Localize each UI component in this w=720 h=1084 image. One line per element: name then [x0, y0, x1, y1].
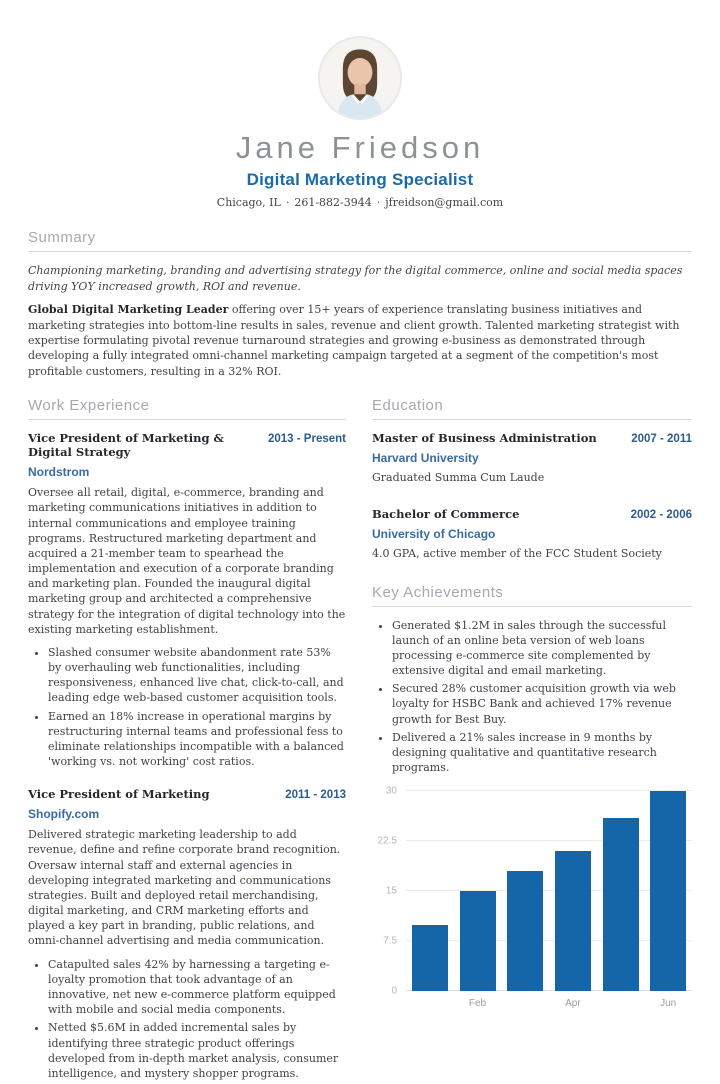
chart-x-tick-label: Feb [468, 998, 487, 1010]
chart-bars [406, 791, 692, 992]
chart-bar-slot [454, 791, 502, 992]
resume-page: Jane Friedson Digital Marketing Speciali… [0, 36, 720, 1084]
education-entry-head: Master of Business Administration 2007 -… [372, 431, 692, 445]
chart-bar [602, 817, 639, 992]
bullet-item: Generated $1.2M in sales through the suc… [392, 618, 692, 679]
avatar-illustration [320, 38, 400, 118]
chart-body: 0 7.5 15 22.5 30 [372, 786, 692, 997]
education-dates: 2002 - 2006 [630, 509, 692, 522]
chart-bar-slot [597, 791, 645, 992]
chart-gridline [406, 890, 692, 892]
chart-bar-slot [644, 791, 692, 992]
resume-header: Jane Friedson Digital Marketing Speciali… [28, 36, 692, 209]
bullet-item: Netted $5.6M in added incremental sales … [48, 1020, 346, 1081]
education-entry-head: Bachelor of Commerce 2002 - 2006 [372, 507, 692, 521]
person-name: Jane Friedson [235, 130, 485, 165]
summary-lead-bold: Global Digital Marketing Leader [28, 303, 229, 317]
chart-x-tick-label: Apr [565, 998, 581, 1010]
chart-x-tick-label [406, 998, 454, 1009]
achievements-bullet-list: Generated $1.2M in sales through the suc… [372, 618, 692, 776]
key-achievements-heading: Key Achievements [372, 584, 692, 607]
degree-title: Bachelor of Commerce [372, 507, 520, 522]
chart-y-tick-label: 0 [391, 985, 397, 997]
chart-bar [650, 791, 687, 992]
contact-separator: · [285, 196, 290, 209]
company-name: Shopify.com [28, 807, 100, 822]
profile-photo [318, 36, 402, 120]
work-experience-section: Work Experience Vice President of Market… [28, 397, 346, 1084]
chart-plot [406, 790, 692, 992]
chart-bar [507, 871, 544, 992]
chart-bar [411, 924, 448, 992]
chart-bar-slot [501, 791, 549, 992]
company-name: Nordstrom [28, 465, 90, 480]
contact-email: jfreidson@gmail.com [385, 196, 504, 209]
summary-tagline: Championing marketing, branding and adve… [28, 264, 683, 293]
two-column-body: Work Experience Vice President of Market… [28, 397, 692, 1084]
education-section: Education Master of Business Administrat… [372, 397, 692, 561]
work-experience-heading: Work Experience [28, 397, 346, 421]
chart-x-tick-label: Jun [660, 998, 677, 1010]
bullet-item: Slashed consumer website abandonment rat… [48, 645, 346, 706]
education-note: Graduated Summa Cum Laude [372, 471, 545, 485]
person-title: Digital Marketing Specialist [246, 170, 474, 189]
chart-y-tick-label: 15 [385, 885, 397, 897]
summary-section: Summary Championing marketing, branding … [28, 229, 692, 379]
chart-x-axis: Feb Apr Jun [406, 998, 692, 1009]
contact-location: Chicago, IL [216, 196, 281, 209]
degree-title: Master of Business Administration [372, 431, 597, 446]
education-entry: Bachelor of Commerce 2002 - 2006 Univers… [372, 507, 692, 561]
bullet-item: Delivered a 21% sales increase in 9 mont… [392, 730, 692, 776]
job-dates: 2013 - Present [268, 433, 346, 446]
chart-gridline [406, 790, 692, 792]
contact-separator: · [376, 196, 381, 209]
bullet-item: Secured 28% customer acquisition growth … [392, 681, 692, 727]
job-entry: Vice President of Marketing & Digital St… [28, 431, 346, 769]
job-title: Vice President of Marketing & Digital St… [28, 431, 224, 460]
growth-bar-chart: 0 7.5 15 22.5 30 Feb Apr Jun [372, 786, 692, 1009]
summary-heading: Summary [28, 229, 692, 252]
job-description: Delivered strategic marketing leadership… [28, 828, 341, 948]
chart-bar [554, 851, 591, 992]
chart-y-tick-label: 30 [385, 785, 397, 797]
job-title: Vice President of Marketing [28, 787, 210, 802]
chart-y-axis: 0 7.5 15 22.5 30 [372, 786, 406, 997]
job-entry-head: Vice President of Marketing & Digital St… [28, 431, 346, 459]
education-note: 4.0 GPA, active member of the FCC Studen… [372, 547, 662, 561]
job-entry-head: Vice President of Marketing 2011 - 2013 [28, 787, 346, 801]
chart-y-tick-label: 22.5 [377, 835, 397, 847]
key-achievements-section: Key Achievements Generated $1.2M in sale… [372, 584, 692, 1009]
job-description: Oversee all retail, digital, e-commerce,… [28, 486, 346, 636]
job-entry: Vice President of Marketing 2011 - 2013 … [28, 787, 346, 1081]
job-dates: 2011 - 2013 [285, 789, 346, 802]
chart-bar-slot [549, 791, 597, 992]
education-heading: Education [372, 397, 692, 421]
bullet-item: Earned an 18% increase in operational ma… [48, 709, 346, 770]
chart-x-tick-label [597, 998, 645, 1009]
contact-line: Chicago, IL · 261-882-3944 · jfreidson@gmail… [28, 196, 692, 209]
chart-gridline [406, 840, 692, 842]
chart-x-tick-label [501, 998, 549, 1009]
chart-y-tick-label: 7.5 [383, 935, 397, 947]
school-name: University of Chicago [372, 527, 496, 542]
bullet-item: Catapulted sales 42% by harnessing a tar… [48, 957, 346, 1018]
summary-lead-rest: offering over 15+ years of experience tr… [28, 303, 680, 378]
chart-gridline [406, 940, 692, 942]
job-bullet-list: Slashed consumer website abandonment rat… [28, 645, 346, 769]
chart-bar [459, 891, 496, 992]
job-bullet-list: Catapulted sales 42% by harnessing a tar… [28, 957, 346, 1081]
summary-lead: Global Digital Marketing Leader offering… [28, 302, 692, 379]
chart-bar-slot [406, 791, 454, 992]
education-entry: Master of Business Administration 2007 -… [372, 431, 692, 485]
school-name: Harvard University [372, 451, 479, 466]
right-column: Education Master of Business Administrat… [372, 397, 692, 1084]
contact-phone: 261-882-3944 [294, 196, 372, 209]
education-dates: 2007 - 2011 [631, 433, 692, 446]
